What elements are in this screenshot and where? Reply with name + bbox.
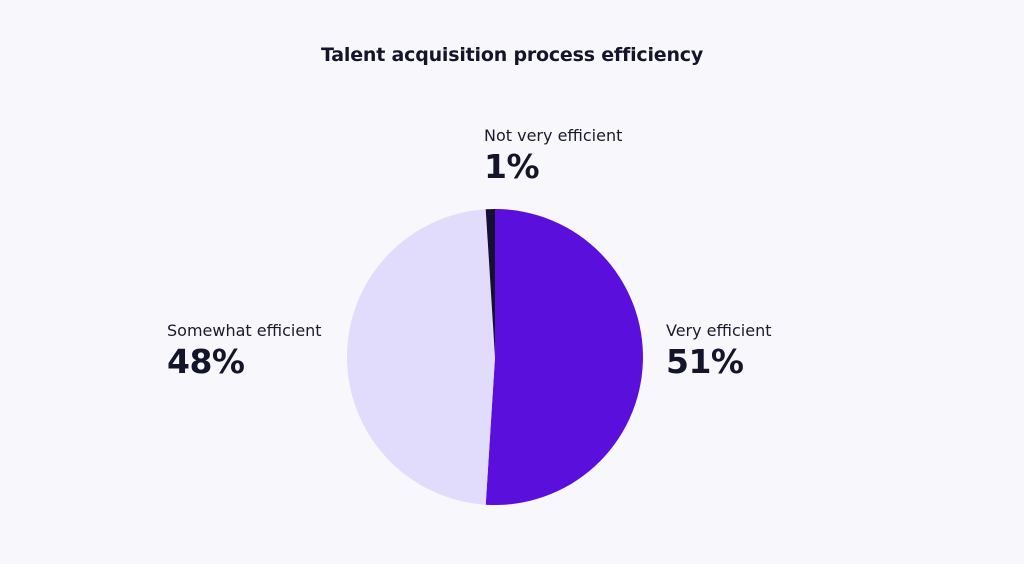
slice-label-very-efficient: Very efficient 51% xyxy=(666,321,772,381)
chart-title: Talent acquisition process efficiency xyxy=(320,44,704,66)
slice-label-somewhat-efficient: Somewhat efficient 48% xyxy=(167,321,322,381)
slice-name: Somewhat efficient xyxy=(167,321,322,340)
slice-name: Not very efficient xyxy=(484,126,623,145)
pie-slices xyxy=(346,209,643,505)
slice-percent: 1% xyxy=(484,147,540,186)
slice-label-not-very-efficient: Not very efficient 1% xyxy=(484,126,622,186)
pie-slice-very-efficient xyxy=(485,209,643,505)
pie-slice-somewhat-efficient xyxy=(346,209,495,505)
slice-percent: 51% xyxy=(666,342,744,381)
slice-percent: 48% xyxy=(167,342,245,381)
pie-slice-not-very-efficient xyxy=(485,209,495,357)
slice-name: Very efficient xyxy=(666,321,772,340)
